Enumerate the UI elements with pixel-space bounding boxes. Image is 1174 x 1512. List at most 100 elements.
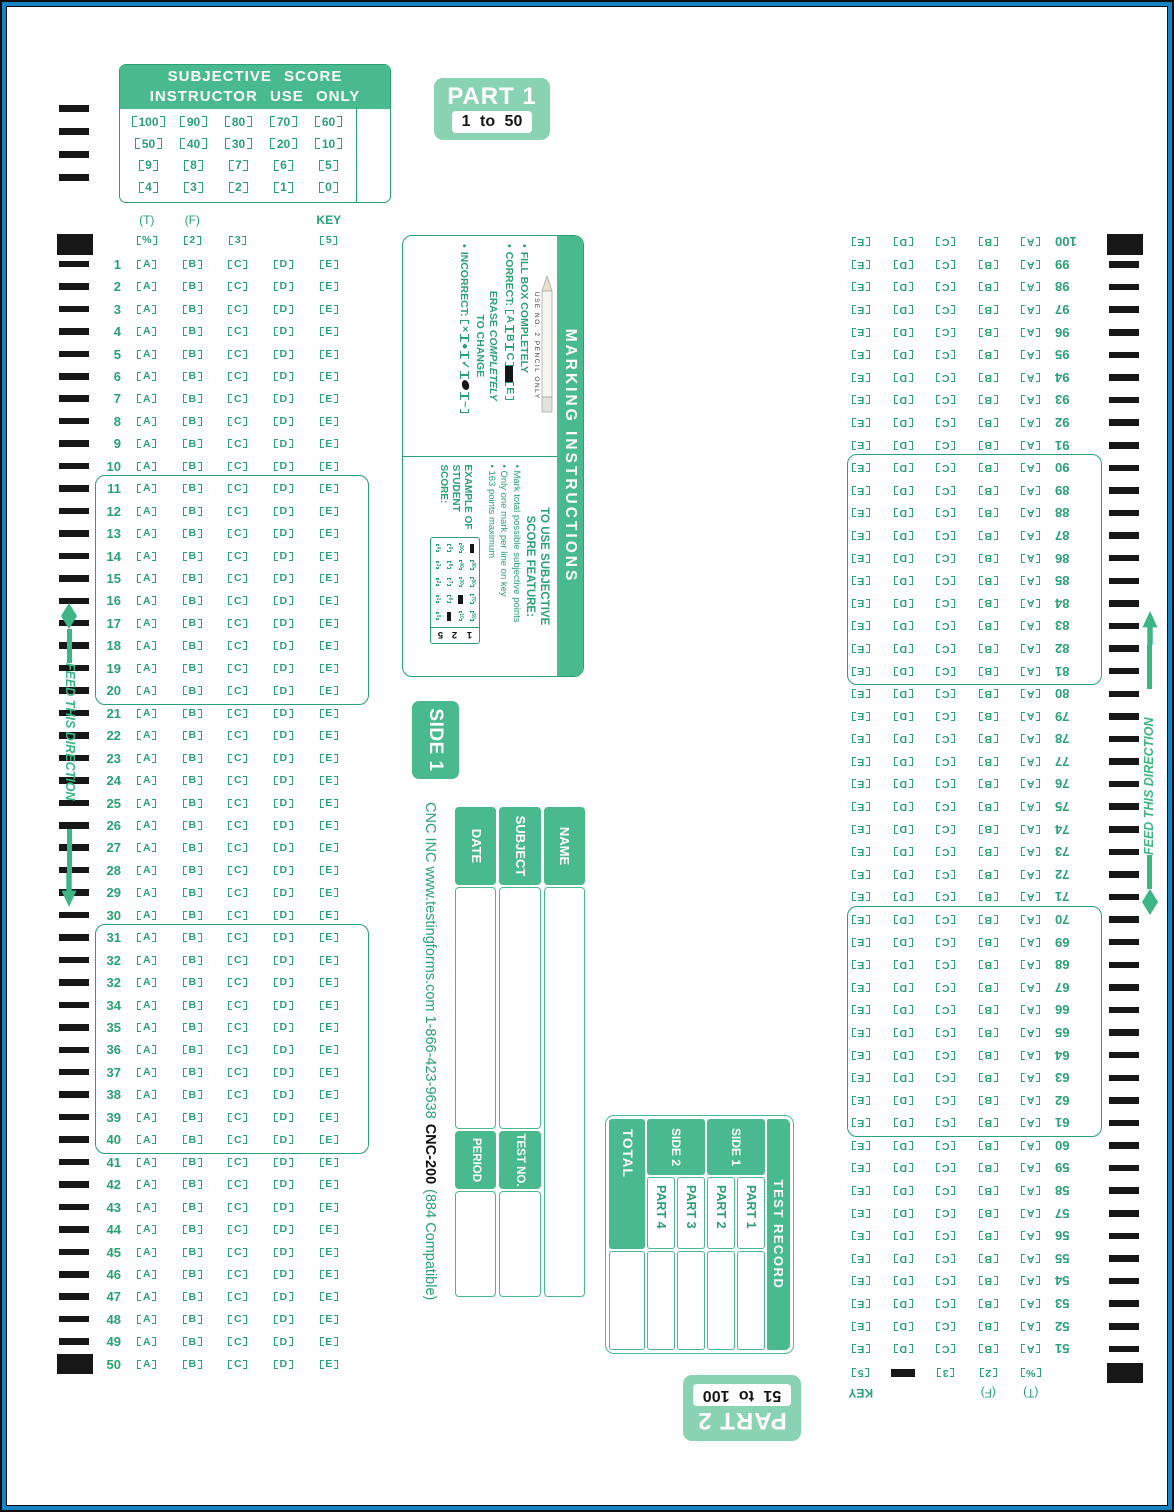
answer-bubble-53-E[interactable]: E <box>851 1298 870 1310</box>
answer-bubble-22-D[interactable]: D <box>273 730 293 741</box>
period-field[interactable] <box>455 1191 497 1297</box>
answer-bubble-14-E[interactable]: E <box>319 551 338 562</box>
answer-bubble-3-B[interactable]: B <box>182 304 202 315</box>
answer-bubble-48-B[interactable]: B <box>182 1314 202 1325</box>
answer-bubble-13-A[interactable]: A <box>137 528 157 539</box>
answer-bubble-32-D[interactable]: D <box>273 955 293 966</box>
answer-bubble-9-B[interactable]: B <box>182 439 202 450</box>
answer-bubble-54-A[interactable]: A <box>1021 1275 1041 1287</box>
answer-bubble-46-D[interactable]: D <box>273 1269 293 1280</box>
answer-bubble-26-A[interactable]: A <box>137 820 157 831</box>
answer-bubble-49-A[interactable]: A <box>137 1337 157 1348</box>
answer-bubble-13-E[interactable]: E <box>319 528 338 539</box>
answer-bubble-24-E[interactable]: E <box>319 775 338 786</box>
answer-bubble-21-D[interactable]: D <box>273 708 293 719</box>
answer-bubble-20-B[interactable]: B <box>182 686 202 697</box>
answer-bubble-97-A[interactable]: A <box>1021 304 1041 316</box>
answer-bubble-80-C[interactable]: C <box>936 688 956 700</box>
answer-bubble-11-A[interactable]: A <box>137 483 157 494</box>
answer-bubble-72-C[interactable]: C <box>936 869 956 881</box>
answer-bubble-36-C[interactable]: C <box>228 1045 248 1056</box>
answer-bubble-23-E[interactable]: E <box>319 753 338 764</box>
answer-bubble-92-D[interactable]: D <box>893 417 913 429</box>
answer-bubble-1-A[interactable]: A <box>137 259 157 270</box>
answer-bubble-19-A[interactable]: A <box>137 663 157 674</box>
answer-bubble-19-C[interactable]: C <box>228 663 248 674</box>
answer-bubble-27-C[interactable]: C <box>228 843 248 854</box>
answer-bubble-23-B[interactable]: B <box>182 753 202 764</box>
answer-bubble-23-C[interactable]: C <box>228 753 248 764</box>
answer-bubble-71-C[interactable]: C <box>936 891 956 903</box>
answer-bubble-95-B[interactable]: B <box>978 349 998 361</box>
answer-bubble-47-C[interactable]: C <box>228 1292 248 1303</box>
answer-bubble-37-E[interactable]: E <box>319 1067 338 1078</box>
score-bubble-4[interactable]: 4 <box>138 181 159 193</box>
answer-bubble-73-B[interactable]: B <box>978 846 998 858</box>
answer-bubble-52-B[interactable]: B <box>978 1320 998 1332</box>
answer-bubble-99-D[interactable]: D <box>893 259 913 271</box>
answer-bubble-30-E[interactable]: E <box>319 910 338 921</box>
answer-bubble-76-B[interactable]: B <box>978 778 998 790</box>
answer-bubble-56-A[interactable]: A <box>1021 1230 1041 1242</box>
answer-bubble-9-C[interactable]: C <box>228 439 248 450</box>
answer-bubble-49-E[interactable]: E <box>319 1337 338 1348</box>
answer-bubble-56-D[interactable]: D <box>893 1230 913 1242</box>
answer-bubble-75-C[interactable]: C <box>936 801 956 813</box>
answer-bubble-25-E[interactable]: E <box>319 798 338 809</box>
score-bubble-10[interactable]: 10 <box>315 138 342 150</box>
answer-bubble-8-A[interactable]: A <box>137 416 157 427</box>
answer-bubble-34-A[interactable]: A <box>137 1000 157 1011</box>
answer-bubble-74-B[interactable]: B <box>978 823 998 835</box>
answer-bubble-6-B[interactable]: B <box>182 371 202 382</box>
answer-bubble-75-D[interactable]: D <box>893 801 913 813</box>
answer-bubble-58-E[interactable]: E <box>851 1185 870 1197</box>
answer-bubble-44-D[interactable]: D <box>273 1224 293 1235</box>
answer-bubble-25-B[interactable]: B <box>182 798 202 809</box>
answer-bubble-77-E[interactable]: E <box>851 756 870 768</box>
answer-bubble-60-C[interactable]: C <box>936 1140 956 1152</box>
answer-bubble-73-E[interactable]: E <box>851 846 870 858</box>
answer-bubble-40-B[interactable]: B <box>182 1135 202 1146</box>
answer-bubble-80-A[interactable]: A <box>1021 688 1041 700</box>
score-bubble-100[interactable]: 100 <box>131 116 166 128</box>
answer-bubble-44-B[interactable]: B <box>182 1224 202 1235</box>
answer-bubble-19-D[interactable]: D <box>273 663 293 674</box>
answer-bubble-78-C[interactable]: C <box>936 733 956 745</box>
answer-bubble-91-E[interactable]: E <box>851 439 870 451</box>
answer-bubble-100-E[interactable]: E <box>851 236 870 248</box>
answer-bubble-37-A[interactable]: A <box>137 1067 157 1078</box>
answer-bubble-8-C[interactable]: C <box>228 416 248 427</box>
answer-bubble-13-C[interactable]: C <box>228 528 248 539</box>
answer-bubble-14-B[interactable]: B <box>182 551 202 562</box>
answer-bubble-7-B[interactable]: B <box>182 394 202 405</box>
answer-bubble-39-C[interactable]: C <box>228 1112 248 1123</box>
key-bubble-%[interactable]: % <box>136 235 157 246</box>
answer-bubble-11-D[interactable]: D <box>273 483 293 494</box>
answer-bubble-10-C[interactable]: C <box>228 461 248 472</box>
answer-bubble-4-B[interactable]: B <box>182 326 202 337</box>
answer-bubble-57-B[interactable]: B <box>978 1207 998 1219</box>
answer-bubble-94-A[interactable]: A <box>1021 372 1041 384</box>
answer-bubble-80-B[interactable]: B <box>978 688 998 700</box>
answer-bubble-97-D[interactable]: D <box>893 304 913 316</box>
answer-bubble-52-E[interactable]: E <box>851 1320 870 1332</box>
answer-bubble-42-E[interactable]: E <box>319 1179 338 1190</box>
answer-bubble-46-E[interactable]: E <box>319 1269 338 1280</box>
answer-bubble-50-B[interactable]: B <box>182 1359 202 1370</box>
answer-bubble-45-E[interactable]: E <box>319 1247 338 1258</box>
answer-bubble-7-E[interactable]: E <box>319 394 338 405</box>
answer-bubble-91-A[interactable]: A <box>1021 439 1041 451</box>
answer-bubble-76-C[interactable]: C <box>936 778 956 790</box>
answer-bubble-24-A[interactable]: A <box>137 775 157 786</box>
answer-bubble-76-E[interactable]: E <box>851 778 870 790</box>
answer-bubble-29-C[interactable]: C <box>228 888 248 899</box>
score-bubble-50[interactable]: 50 <box>135 138 162 150</box>
answer-bubble-47-A[interactable]: A <box>137 1292 157 1303</box>
answer-bubble-45-C[interactable]: C <box>228 1247 248 1258</box>
answer-bubble-52-A[interactable]: A <box>1021 1320 1041 1332</box>
answer-bubble-42-C[interactable]: C <box>228 1179 248 1190</box>
answer-bubble-11-B[interactable]: B <box>182 483 202 494</box>
answer-bubble-34-C[interactable]: C <box>228 1000 248 1011</box>
answer-bubble-6-E[interactable]: E <box>319 371 338 382</box>
answer-bubble-38-A[interactable]: A <box>137 1090 157 1101</box>
